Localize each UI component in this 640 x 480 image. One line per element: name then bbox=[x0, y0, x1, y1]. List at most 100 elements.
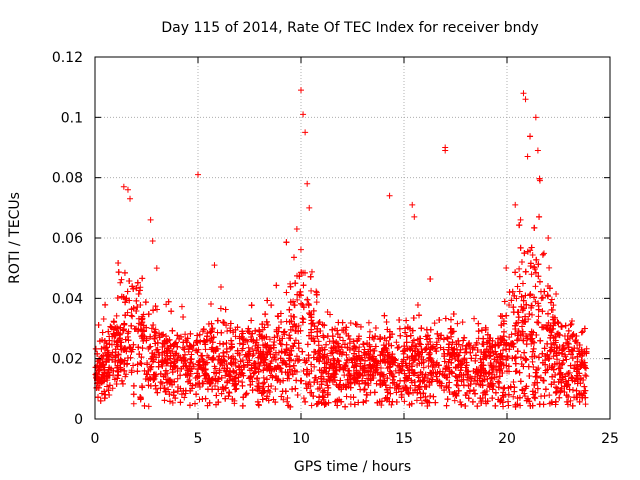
data-point bbox=[284, 395, 291, 402]
data-point bbox=[137, 301, 144, 308]
data-point bbox=[188, 351, 195, 358]
data-point bbox=[410, 337, 417, 344]
data-point bbox=[539, 251, 546, 258]
data-point bbox=[172, 395, 179, 402]
data-point bbox=[582, 401, 589, 408]
data-point bbox=[517, 244, 524, 251]
data-point bbox=[529, 311, 536, 318]
data-point bbox=[408, 353, 415, 359]
data-point bbox=[564, 382, 571, 389]
data-point bbox=[303, 385, 310, 392]
data-point bbox=[440, 336, 447, 343]
data-point bbox=[170, 389, 177, 396]
data-point bbox=[100, 315, 107, 322]
data-point bbox=[124, 354, 131, 361]
data-point bbox=[480, 335, 487, 342]
data-point bbox=[253, 339, 260, 346]
data-point bbox=[135, 291, 142, 298]
data-point bbox=[529, 252, 536, 259]
data-point bbox=[277, 340, 284, 347]
data-point bbox=[530, 345, 537, 352]
data-point bbox=[118, 276, 125, 283]
data-point bbox=[489, 386, 496, 393]
data-point bbox=[581, 383, 588, 390]
data-point bbox=[482, 391, 489, 398]
data-point bbox=[499, 392, 506, 399]
data-point bbox=[163, 301, 170, 308]
data-point bbox=[260, 374, 267, 381]
data-point bbox=[271, 338, 278, 345]
data-point bbox=[554, 385, 561, 392]
data-point bbox=[271, 353, 278, 360]
data-point bbox=[291, 321, 298, 328]
data-point bbox=[470, 387, 477, 394]
data-point bbox=[261, 379, 268, 386]
data-point bbox=[341, 341, 348, 348]
data-point bbox=[583, 373, 590, 380]
data-point bbox=[425, 363, 432, 370]
data-point bbox=[529, 353, 536, 360]
data-point bbox=[414, 336, 421, 343]
data-point bbox=[378, 402, 385, 409]
data-point bbox=[505, 391, 512, 398]
data-point bbox=[398, 394, 405, 401]
data-point bbox=[469, 346, 476, 353]
data-point bbox=[193, 391, 200, 398]
data-point bbox=[122, 336, 129, 343]
data-point bbox=[313, 288, 320, 295]
data-point bbox=[523, 341, 530, 348]
data-point bbox=[515, 327, 522, 334]
data-point bbox=[302, 380, 309, 387]
data-point bbox=[171, 340, 178, 347]
data-point bbox=[558, 379, 565, 386]
data-point bbox=[451, 397, 458, 404]
data-point bbox=[341, 372, 348, 379]
data-point bbox=[170, 363, 177, 370]
data-point bbox=[506, 301, 513, 308]
data-point bbox=[505, 385, 512, 392]
data-point bbox=[442, 315, 449, 322]
data-point bbox=[408, 377, 415, 384]
data-point bbox=[450, 311, 457, 318]
data-point bbox=[218, 374, 225, 381]
data-point bbox=[396, 369, 403, 376]
data-point bbox=[221, 357, 228, 364]
data-point bbox=[474, 346, 481, 353]
data-point bbox=[467, 349, 474, 356]
data-point bbox=[193, 347, 200, 354]
data-point bbox=[525, 316, 532, 323]
data-point bbox=[565, 340, 572, 347]
data-point bbox=[415, 350, 422, 357]
data-point bbox=[365, 319, 372, 326]
data-point bbox=[433, 373, 440, 380]
data-point bbox=[192, 375, 199, 382]
data-point bbox=[190, 360, 197, 367]
data-point bbox=[182, 331, 189, 338]
data-point bbox=[137, 359, 144, 366]
data-point bbox=[261, 324, 268, 331]
data-point bbox=[437, 344, 444, 351]
data-point bbox=[441, 387, 448, 394]
data-point bbox=[569, 355, 576, 362]
data-point bbox=[177, 385, 184, 392]
data-point bbox=[306, 332, 313, 339]
data-point bbox=[432, 399, 439, 406]
data-point bbox=[207, 301, 214, 308]
data-point bbox=[578, 346, 585, 353]
data-point bbox=[246, 328, 253, 335]
data-point bbox=[523, 356, 530, 363]
data-point bbox=[150, 376, 157, 383]
data-point bbox=[112, 325, 119, 332]
data-point bbox=[194, 332, 201, 339]
data-point bbox=[140, 322, 147, 329]
data-point bbox=[151, 336, 158, 343]
data-point bbox=[123, 371, 130, 378]
data-point bbox=[552, 389, 559, 396]
data-point bbox=[325, 399, 332, 406]
data-point bbox=[152, 332, 159, 339]
data-point bbox=[355, 399, 362, 406]
data-point bbox=[278, 393, 285, 400]
data-point bbox=[560, 357, 567, 364]
data-point bbox=[475, 320, 482, 327]
data-point bbox=[182, 371, 189, 378]
